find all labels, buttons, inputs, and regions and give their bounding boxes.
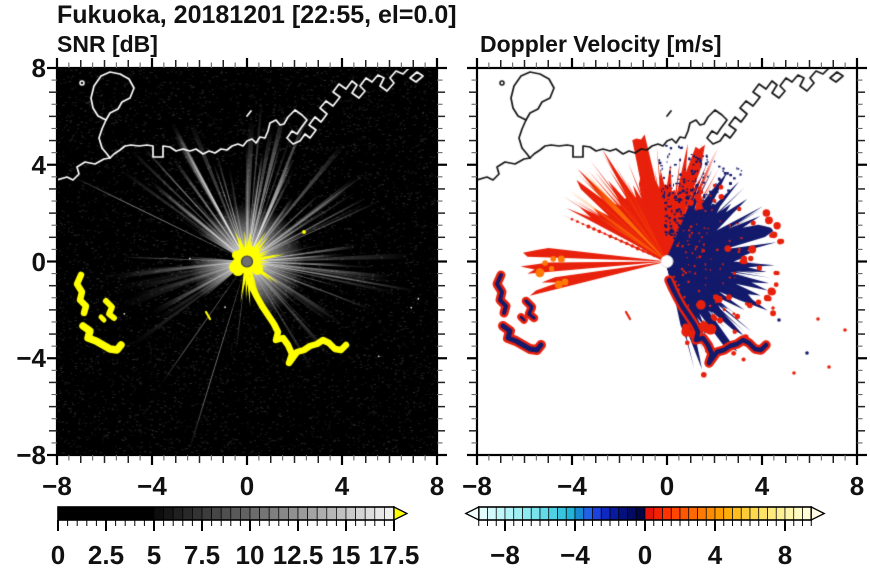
- x-tick-label: 8: [849, 471, 865, 501]
- y-tick-label: −4: [16, 343, 46, 374]
- colorbar-tick-label: 17.5: [368, 540, 420, 570]
- x-tick-label: 0: [239, 471, 255, 501]
- x-tick-label: −8: [42, 471, 72, 501]
- snr-radar-image: [57, 68, 437, 455]
- colorbar-tick-label: −4: [560, 540, 590, 570]
- y-tick-label: 0: [31, 246, 46, 277]
- colorbar-tick-label: 4: [707, 540, 723, 570]
- x-tick-label: 4: [334, 471, 350, 501]
- y-tick-label: −8: [16, 440, 46, 470]
- x-tick-label: −4: [557, 471, 587, 501]
- doppler-radar-image: [477, 68, 857, 455]
- colorbar-tick-label: 8: [777, 540, 793, 570]
- colorbar-tick-label: 0: [50, 540, 66, 570]
- colorbar-tick-label: 15: [331, 540, 361, 570]
- colorbar-tick-label: 0: [637, 540, 653, 570]
- colorbar-tick-label: 10: [235, 540, 265, 570]
- y-tick-label: 8: [31, 53, 46, 83]
- x-tick-label: −8: [462, 471, 492, 501]
- colorbar-tick-label: 5: [146, 540, 162, 570]
- x-tick-label: −4: [137, 471, 167, 501]
- colorbar-tick-label: −8: [490, 540, 520, 570]
- y-tick-label: 4: [31, 149, 46, 180]
- figure-title: Fukuoka, 20181201 [22:55, el=0.0]: [57, 1, 457, 29]
- x-tick-label: 0: [659, 471, 675, 501]
- x-tick-label: 4: [754, 471, 770, 501]
- snr-panel-title: SNR [dB]: [57, 31, 158, 57]
- x-tick-label: 8: [429, 471, 445, 501]
- colorbar-tick-label: 12.5: [272, 540, 324, 570]
- colorbar-tick-label: 2.5: [87, 540, 125, 570]
- colorbar-tick-label: 7.5: [183, 540, 221, 570]
- doppler-panel-title: Doppler Velocity [m/s]: [480, 31, 722, 57]
